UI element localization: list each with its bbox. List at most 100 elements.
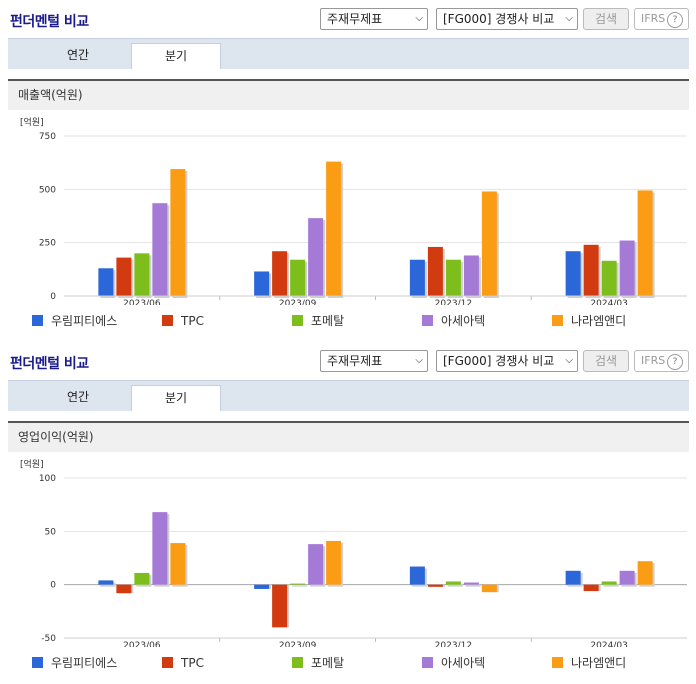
bar-5-2023-12[interactable]	[481, 584, 497, 593]
legend-label: 나라엠앤디	[571, 656, 627, 670]
bar-5-2023-12[interactable]	[481, 191, 497, 296]
chevron-down-icon: ⌵	[415, 355, 423, 366]
bar-1-2024-03[interactable]	[565, 570, 581, 585]
y-tick-label: 250	[39, 239, 56, 249]
bar-2-2023-06[interactable]	[116, 584, 132, 594]
legend-swatch	[162, 657, 173, 668]
bar-1-2023-06[interactable]	[98, 580, 114, 585]
period-tabs: 연간 분기	[8, 38, 689, 69]
bar-1-2023-06[interactable]	[98, 268, 114, 296]
bar-3-2023-06[interactable]	[134, 253, 150, 296]
legend-item[interactable]: TPC	[162, 313, 204, 329]
bar-4-2023-06[interactable]	[152, 512, 168, 585]
period-tabs: 연간 분기	[8, 380, 689, 411]
bar-4-2023-12[interactable]	[463, 582, 479, 585]
bar-1-2023-09[interactable]	[254, 584, 270, 589]
bar-5-2024-03[interactable]	[637, 561, 653, 585]
legend-item[interactable]: 포메탈	[292, 313, 344, 329]
legend-swatch	[552, 657, 563, 668]
chevron-down-icon: ⌵	[565, 355, 573, 366]
peer-group-select[interactable]: [FG000] 경쟁사 비교 ⌵	[436, 8, 578, 30]
peer-group-value: [FG000] 경쟁사 비교	[443, 12, 555, 26]
x-tick-label: 2023/12	[435, 641, 472, 647]
legend-item[interactable]: 나라엠앤디	[552, 655, 626, 671]
statement-type-select[interactable]: 주재무제표 ⌵	[320, 350, 428, 372]
x-tick-label: 2023/06	[123, 299, 161, 305]
bar-2-2023-12[interactable]	[427, 584, 443, 587]
legend-item[interactable]: 아세아텍	[422, 655, 485, 671]
search-button[interactable]: 검색	[583, 8, 629, 30]
statement-type-select[interactable]: 주재무제표 ⌵	[320, 8, 428, 30]
bar-5-2023-09[interactable]	[326, 161, 342, 296]
x-tick-label: 2023/09	[279, 299, 317, 305]
help-icon[interactable]: ?	[667, 354, 683, 370]
ifrs-button[interactable]: IFRS?	[634, 350, 689, 372]
bar-2-2023-06[interactable]	[116, 257, 132, 296]
panel-title: 펀더멘털 비교	[10, 14, 89, 30]
bar-1-2023-12[interactable]	[409, 259, 425, 296]
bar-1-2023-09[interactable]	[254, 271, 270, 296]
peer-group-select[interactable]: [FG000] 경쟁사 비교 ⌵	[436, 350, 578, 372]
y-tick-label: 0	[50, 581, 56, 591]
bar-3-2024-03[interactable]	[601, 581, 617, 585]
bar-4-2024-03[interactable]	[619, 570, 635, 585]
legend-item[interactable]: 나라엠앤디	[552, 313, 626, 329]
section-title: 영업이익(억원)	[8, 421, 689, 452]
bar-5-2023-06[interactable]	[170, 543, 186, 585]
legend-item[interactable]: 우림피티에스	[32, 655, 117, 671]
bar-2-2024-03[interactable]	[583, 584, 599, 592]
bar-4-2023-09[interactable]	[308, 218, 324, 296]
legend-item[interactable]: TPC	[162, 655, 204, 671]
tab-annual[interactable]: 연간	[66, 390, 90, 404]
x-tick-label: 2023/12	[435, 299, 472, 305]
legend-item[interactable]: 아세아텍	[422, 313, 485, 329]
y-unit-label: [억원]	[20, 458, 44, 470]
legend-swatch	[292, 315, 303, 326]
bar-3-2023-12[interactable]	[445, 581, 461, 585]
bar-5-2023-09[interactable]	[326, 540, 342, 585]
legend-swatch	[162, 315, 173, 326]
ifrs-label: IFRS	[641, 354, 666, 367]
bar-1-2023-12[interactable]	[409, 566, 425, 585]
bar-1-2024-03[interactable]	[565, 251, 581, 296]
revenue-bar-chart: [억원] 0 250 500 750 2023/06 2023/09 2023/12 2024/…	[20, 116, 687, 305]
chart-legend: 우림피티에스 TPC 포메탈 아세아텍 나라엠앤디	[8, 655, 689, 673]
legend-item[interactable]: 우림피티에스	[32, 313, 117, 329]
legend-label: 아세아텍	[441, 314, 486, 328]
tab-quarterly[interactable]: 분기	[131, 43, 221, 69]
bar-2-2023-12[interactable]	[427, 246, 443, 296]
bar-5-2024-03[interactable]	[637, 190, 653, 296]
help-icon[interactable]: ?	[667, 12, 683, 28]
bar-4-2023-06[interactable]	[152, 203, 168, 296]
legend-label: 우림피티에스	[51, 656, 118, 670]
panel-header: 펀더멘털 비교 주재무제표 ⌵ [FG000] 경쟁사 비교 ⌵ 검색 IFRS?	[8, 342, 689, 380]
legend-label: 나라엠앤디	[571, 314, 627, 328]
bar-3-2024-03[interactable]	[601, 260, 617, 296]
search-button[interactable]: 검색	[583, 350, 629, 372]
bar-4-2023-12[interactable]	[463, 255, 479, 296]
legend-swatch	[32, 315, 43, 326]
bar-shadow	[465, 584, 481, 587]
legend-label: TPC	[181, 656, 204, 670]
legend-label: 포메탈	[311, 314, 345, 328]
ifrs-button[interactable]: IFRS?	[634, 8, 689, 30]
bar-shadow	[292, 585, 308, 587]
bar-3-2023-12[interactable]	[445, 259, 461, 296]
tab-annual[interactable]: 연간	[66, 48, 90, 62]
peer-group-value: [FG000] 경쟁사 비교	[443, 354, 555, 368]
bar-4-2024-03[interactable]	[619, 240, 635, 296]
chevron-down-icon: ⌵	[415, 13, 423, 24]
statement-type-value: 주재무제표	[327, 354, 383, 368]
bar-3-2023-09[interactable]	[290, 583, 306, 585]
bar-4-2023-09[interactable]	[308, 544, 324, 585]
bar-3-2023-09[interactable]	[290, 259, 306, 296]
panel-title: 펀더멘털 비교	[10, 356, 89, 372]
bar-2-2023-09[interactable]	[272, 584, 288, 628]
legend-item[interactable]: 포메탈	[292, 655, 344, 671]
bar-2-2023-09[interactable]	[272, 251, 288, 296]
legend-label: 아세아텍	[441, 656, 486, 670]
bar-3-2023-06[interactable]	[134, 572, 150, 585]
tab-quarterly[interactable]: 분기	[131, 385, 221, 411]
bar-2-2024-03[interactable]	[583, 244, 599, 296]
bar-5-2023-06[interactable]	[170, 169, 186, 296]
